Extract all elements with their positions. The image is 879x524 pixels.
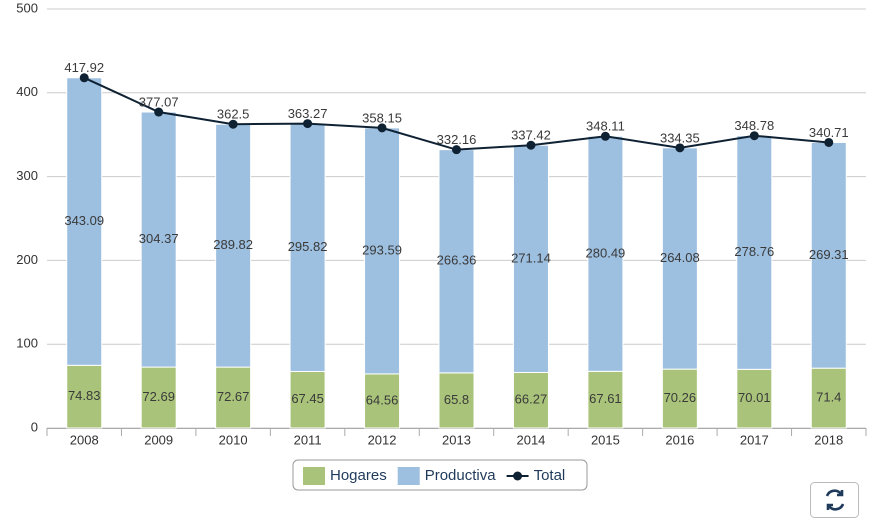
y-tick-label: 300 xyxy=(16,168,38,183)
total-marker xyxy=(303,119,313,129)
bar-segment xyxy=(140,111,177,368)
data-label: 343.09 xyxy=(64,213,104,228)
x-tick-label: 2008 xyxy=(70,432,99,447)
data-label: 377.07 xyxy=(139,94,179,109)
legend-symbol xyxy=(397,467,420,485)
data-label: 271.14 xyxy=(511,250,551,265)
legend-symbol xyxy=(513,471,523,481)
data-label: 72.69 xyxy=(142,389,175,404)
total-marker xyxy=(824,137,834,147)
total-marker xyxy=(600,131,610,141)
y-tick-label: 200 xyxy=(16,252,38,267)
bar-segment xyxy=(661,147,698,370)
legend-item: Hogares xyxy=(303,467,387,485)
data-label: 304.37 xyxy=(139,231,179,246)
bar-segment xyxy=(512,144,549,373)
bar-segment xyxy=(438,149,475,374)
data-label: 348.11 xyxy=(586,119,625,134)
data-label: 70.01 xyxy=(738,390,771,405)
data-label: 67.61 xyxy=(589,391,622,406)
x-tick-label: 2012 xyxy=(368,432,397,447)
legend-symbol xyxy=(303,467,325,485)
total-marker xyxy=(526,140,536,150)
x-tick-label: 2018 xyxy=(814,432,843,447)
bar-segment xyxy=(215,366,252,429)
x-tick-label: 2014 xyxy=(516,432,545,447)
total-marker xyxy=(675,143,685,153)
bar-segment xyxy=(736,135,773,370)
data-label: 362.5 xyxy=(217,107,250,122)
total-marker xyxy=(452,145,461,155)
data-label: 334.35 xyxy=(660,130,700,145)
data-label: 71.4 xyxy=(816,390,841,405)
y-tick-label: 0 xyxy=(31,419,38,434)
y-tick-label: 400 xyxy=(16,84,38,99)
data-label: 278.76 xyxy=(734,244,774,259)
data-label: 74.83 xyxy=(68,388,101,403)
data-label: 64.56 xyxy=(366,392,399,407)
data-label: 280.49 xyxy=(586,245,626,260)
legend-label: Hogares xyxy=(330,467,387,484)
x-tick-label: 2011 xyxy=(294,432,322,447)
legend-label: Productiva xyxy=(425,467,497,484)
bar-segment xyxy=(587,135,624,372)
data-label: 264.08 xyxy=(660,250,700,265)
data-label: 67.45 xyxy=(291,391,324,406)
bar-segment xyxy=(438,372,475,429)
legend-label: Total xyxy=(534,467,566,484)
x-tick-label: 2015 xyxy=(591,432,620,447)
legend-item: Productiva xyxy=(397,467,497,485)
data-label: 289.82 xyxy=(213,237,253,252)
bar-segment xyxy=(289,123,326,372)
bar-segment xyxy=(512,371,549,429)
total-marker xyxy=(228,119,238,129)
data-label: 348.78 xyxy=(734,118,774,133)
x-tick-label: 2010 xyxy=(219,432,248,447)
bar-segment xyxy=(810,141,847,369)
data-label: 332.16 xyxy=(437,132,477,147)
y-tick-label: 100 xyxy=(16,336,38,351)
x-tick-label: 2016 xyxy=(665,432,694,447)
legend-box xyxy=(292,459,588,491)
data-label: 295.82 xyxy=(288,239,328,254)
bar-segment xyxy=(66,364,103,429)
data-label: 337.42 xyxy=(511,128,551,143)
total-marker xyxy=(749,131,759,141)
y-tick-label: 500 xyxy=(16,0,38,15)
data-label: 269.31 xyxy=(809,247,849,262)
total-marker xyxy=(79,73,89,83)
data-label: 340.71 xyxy=(809,125,849,140)
data-label: 66.27 xyxy=(515,392,548,407)
data-label: 293.59 xyxy=(362,242,402,257)
refresh-button[interactable] xyxy=(810,482,859,518)
x-tick-label: 2013 xyxy=(442,432,471,447)
data-label: 417.92 xyxy=(64,60,104,75)
data-label: 65.8 xyxy=(444,392,469,407)
bar-segment xyxy=(364,373,401,429)
total-marker xyxy=(377,123,387,133)
x-tick-label: 2017 xyxy=(740,432,769,447)
data-label: 363.27 xyxy=(288,106,328,121)
data-label: 72.67 xyxy=(217,389,250,404)
data-label: 70.26 xyxy=(664,390,697,405)
legend-item: Total xyxy=(506,467,566,484)
data-label: 266.36 xyxy=(437,253,477,268)
bar-segment xyxy=(810,367,847,429)
bar-segment xyxy=(661,368,698,429)
data-label: 358.15 xyxy=(362,110,402,125)
bar-segment xyxy=(215,123,252,368)
total-marker xyxy=(154,107,164,117)
bar-segment xyxy=(364,127,401,375)
bar-segment xyxy=(66,77,103,366)
x-tick-label: 2009 xyxy=(144,432,173,447)
